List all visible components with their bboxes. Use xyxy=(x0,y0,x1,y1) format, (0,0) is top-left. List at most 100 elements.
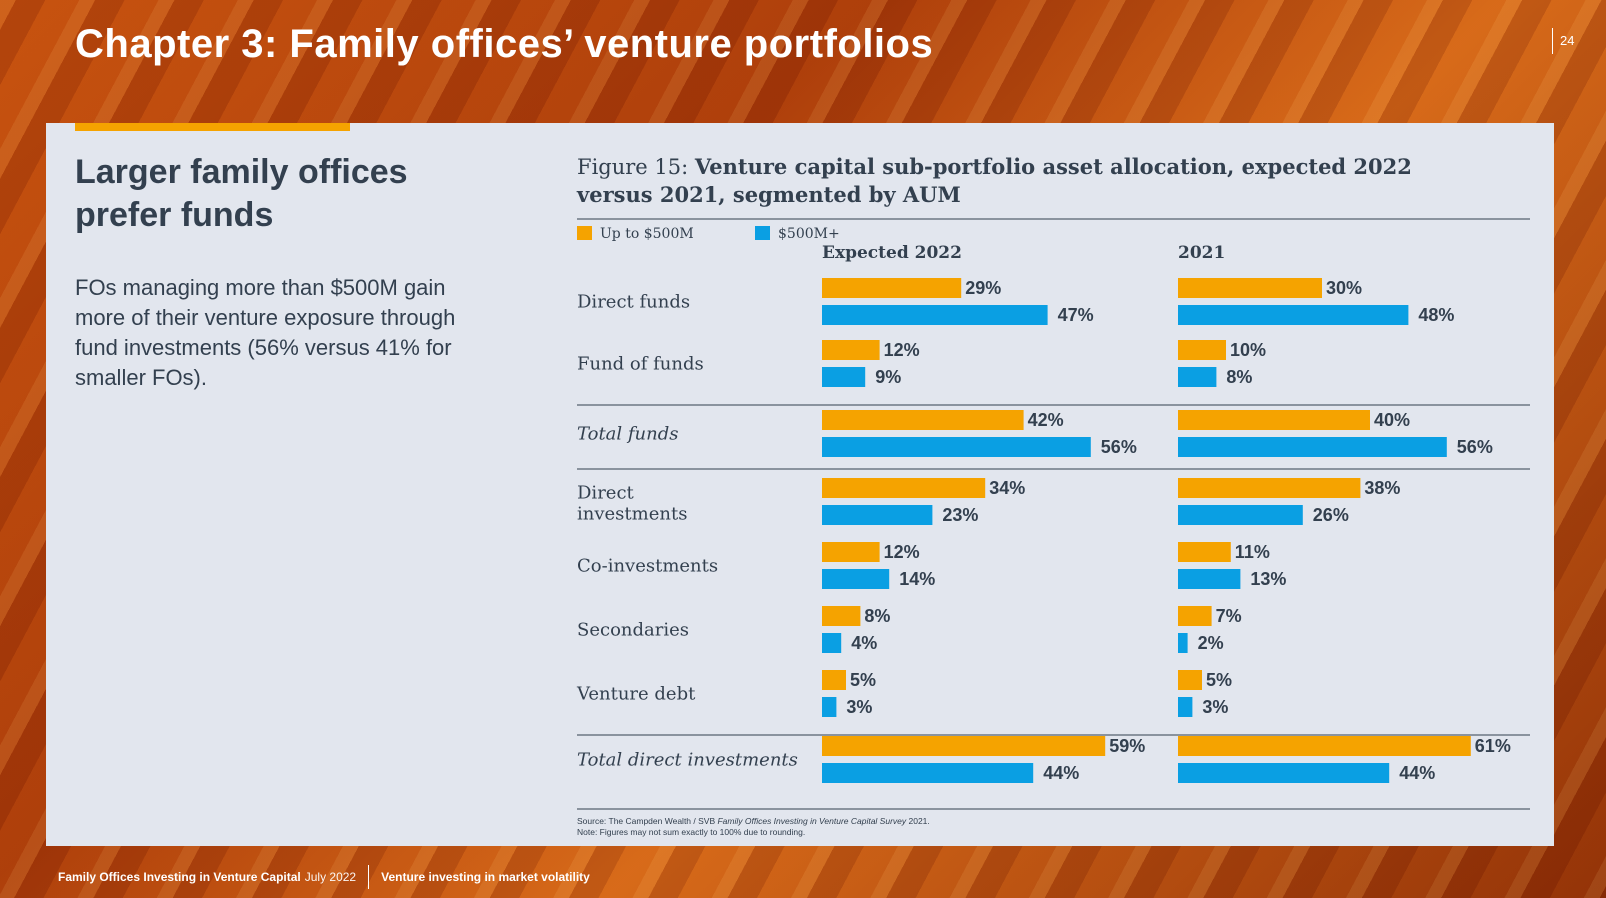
bar-1-0-2 xyxy=(822,437,1091,457)
bar-0-1-2 xyxy=(1178,410,1370,430)
bar-value-label-0-1-5: 7% xyxy=(1216,606,1242,626)
bar-value-label-1-1-4: 13% xyxy=(1250,569,1286,589)
bar-value-label-0-1-2: 40% xyxy=(1374,410,1410,430)
bar-value-label-0-1-4: 11% xyxy=(1235,542,1270,562)
bar-value-label-1-1-7: 44% xyxy=(1399,763,1435,783)
bar-value-label-0-1-0: 30% xyxy=(1326,278,1362,298)
bar-1-1-5 xyxy=(1178,633,1188,653)
legend-swatch-1 xyxy=(755,226,770,240)
bar-1-0-3 xyxy=(822,505,933,525)
category-label-0: Direct funds xyxy=(577,292,690,313)
panel-header-1: 2021 xyxy=(1178,243,1225,263)
category-label-2: Total funds xyxy=(577,424,679,445)
bar-value-label-0-1-3: 38% xyxy=(1364,478,1400,498)
page-number: 24 xyxy=(1560,33,1575,48)
bar-0-1-6 xyxy=(1178,670,1202,690)
bar-value-label-0-0-1: 12% xyxy=(884,340,920,360)
bar-value-label-1-0-7: 44% xyxy=(1043,763,1079,783)
figure-label: Figure 15: xyxy=(577,155,689,179)
bar-value-label-1-0-6: 3% xyxy=(846,697,872,717)
bar-1-1-4 xyxy=(1178,569,1241,589)
bar-0-0-4 xyxy=(822,542,880,562)
category-label-5: Secondaries xyxy=(577,620,689,641)
bar-value-label-1-1-3: 26% xyxy=(1313,505,1349,525)
note-line: Note: Figures may not sum exactly to 100… xyxy=(577,827,806,837)
bar-value-label-1-0-3: 23% xyxy=(942,505,978,525)
bar-0-1-7 xyxy=(1178,736,1471,756)
bar-0-1-3 xyxy=(1178,478,1361,498)
legend-label-1: $500M+ xyxy=(778,226,840,242)
footer-section: Venture investing in market volatility xyxy=(381,870,590,884)
footer: Family Offices Investing in Venture Capi… xyxy=(58,864,590,890)
bar-1-0-1 xyxy=(822,367,866,387)
legend-label-0: Up to $500M xyxy=(600,226,694,242)
bar-1-0-7 xyxy=(822,763,1034,783)
allocation-chart: Up to $500M $500M+Expected 2022 2021 Direct… xyxy=(576,218,1530,810)
category-label-1: Fund of funds xyxy=(577,354,704,375)
bar-value-label-0-1-1: 10% xyxy=(1230,340,1266,360)
legend-swatch-0 xyxy=(577,226,592,240)
category-label-6: Venture debt xyxy=(576,684,696,705)
bar-1-1-2 xyxy=(1178,437,1447,457)
page-number-block: 24 xyxy=(1552,28,1574,54)
footer-date: July 2022 xyxy=(304,870,357,884)
category-label-3: Direct investments xyxy=(577,483,687,525)
bar-value-label-1-0-2: 56% xyxy=(1101,437,1137,457)
bar-0-0-1 xyxy=(822,340,880,360)
panel-body-text: FOs managing more than $500M gain more o… xyxy=(75,275,456,390)
bar-0-1-4 xyxy=(1178,542,1231,562)
bar-0-0-3 xyxy=(822,478,986,498)
bar-value-label-1-1-1: 8% xyxy=(1226,367,1252,387)
bar-0-1-5 xyxy=(1178,606,1212,626)
figure-source: Source: The Campden Wealth / SVB Family … xyxy=(577,816,930,838)
bar-value-label-1-0-0: 47% xyxy=(1058,305,1094,325)
bar-1-1-7 xyxy=(1178,763,1390,783)
source-suffix: 2021. xyxy=(906,816,930,826)
bar-0-0-0 xyxy=(822,278,962,298)
bar-1-0-5 xyxy=(822,633,842,653)
bar-value-label-1-1-6: 3% xyxy=(1202,697,1228,717)
bar-value-label-0-0-3: 34% xyxy=(989,478,1025,498)
chapter-title: Chapter 3: Family offices’ venture portf… xyxy=(75,22,934,66)
bar-value-label-1-0-4: 14% xyxy=(899,569,935,589)
bar-1-0-6 xyxy=(822,697,837,717)
bar-value-label-1-0-5: 4% xyxy=(851,633,877,653)
bar-1-1-1 xyxy=(1178,367,1217,387)
bar-value-label-1-0-1: 9% xyxy=(875,367,901,387)
source-line: Source: The Campden Wealth / SVB Family … xyxy=(577,816,930,827)
bar-1-1-0 xyxy=(1178,305,1409,325)
footer-separator xyxy=(368,865,370,889)
bar-value-label-1-1-0: 48% xyxy=(1418,305,1454,325)
bar-value-label-0-0-5: 8% xyxy=(864,606,890,626)
bar-value-label-0-1-7: 61% xyxy=(1475,736,1511,756)
bar-0-0-2 xyxy=(822,410,1024,430)
bar-0-0-6 xyxy=(822,670,846,690)
bar-1-1-3 xyxy=(1178,505,1303,525)
figure-title-text: Venture capital sub-portfolio asset allo… xyxy=(577,154,1412,207)
bar-1-0-4 xyxy=(822,569,890,589)
bar-0-1-0 xyxy=(1178,278,1322,298)
footer-publication: Family Offices Investing in Venture Capi… xyxy=(58,870,301,884)
bar-value-label-0-0-7: 59% xyxy=(1109,736,1145,756)
bar-0-0-7 xyxy=(822,736,1106,756)
bar-0-1-1 xyxy=(1178,340,1226,360)
content-panel: Larger family offices prefer funds FOs m… xyxy=(46,123,1554,846)
source-italic: Family Offices Investing in Venture Capi… xyxy=(717,816,907,826)
bar-value-label-1-1-5: 2% xyxy=(1198,633,1224,653)
panel-header-0: Expected 2022 xyxy=(822,243,962,263)
category-label-7: Total direct investments xyxy=(577,750,798,771)
panel-heading: Larger family offices prefer funds xyxy=(75,153,408,234)
bar-1-0-0 xyxy=(822,305,1048,325)
bar-1-1-6 xyxy=(1178,697,1193,717)
bar-value-label-0-0-2: 42% xyxy=(1028,410,1064,430)
bar-value-label-0-0-0: 29% xyxy=(965,278,1001,298)
bar-0-0-5 xyxy=(822,606,861,626)
bar-value-label-0-1-6: 5% xyxy=(1206,670,1232,690)
source-prefix: Source: The Campden Wealth / SVB xyxy=(577,816,718,826)
figure-title: Figure 15: Venture capital sub-portfolio… xyxy=(577,153,1477,209)
bar-value-label-1-1-2: 56% xyxy=(1457,437,1493,457)
accent-bar xyxy=(75,123,350,131)
bar-value-label-0-0-6: 5% xyxy=(850,670,876,690)
category-label-4: Co-investments xyxy=(577,556,718,577)
bar-value-label-0-0-4: 12% xyxy=(884,542,920,562)
